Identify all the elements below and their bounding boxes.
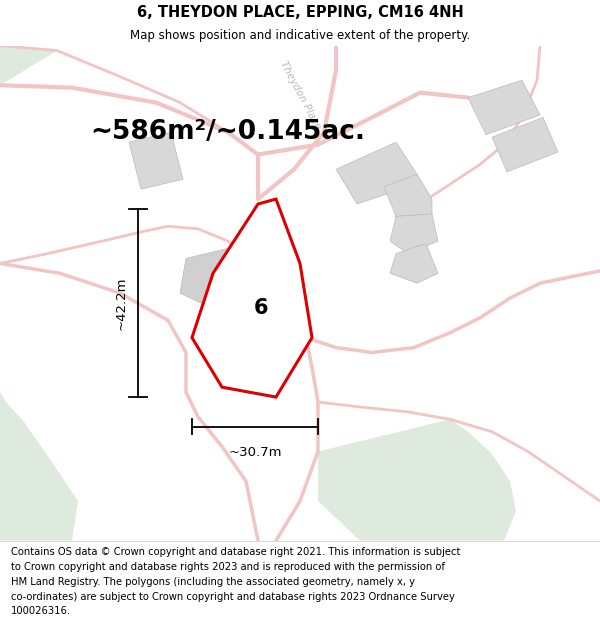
- Polygon shape: [390, 244, 438, 283]
- Polygon shape: [390, 214, 438, 254]
- Text: ~42.2m: ~42.2m: [114, 276, 127, 330]
- Polygon shape: [219, 293, 261, 330]
- Polygon shape: [180, 246, 252, 303]
- Polygon shape: [231, 321, 267, 350]
- Text: 100026316.: 100026316.: [11, 606, 71, 616]
- Text: co-ordinates) are subject to Crown copyright and database rights 2023 Ordnance S: co-ordinates) are subject to Crown copyr…: [11, 592, 455, 602]
- Polygon shape: [0, 392, 78, 541]
- Polygon shape: [468, 80, 540, 135]
- Polygon shape: [336, 142, 417, 204]
- Text: Map shows position and indicative extent of the property.: Map shows position and indicative extent…: [130, 29, 470, 42]
- Text: to Crown copyright and database rights 2023 and is reproduced with the permissio: to Crown copyright and database rights 2…: [11, 562, 445, 572]
- Polygon shape: [129, 132, 183, 189]
- Polygon shape: [0, 46, 57, 85]
- Polygon shape: [318, 419, 516, 541]
- Text: Theydon Place: Theydon Place: [278, 59, 322, 131]
- Text: ~30.7m: ~30.7m: [228, 446, 282, 459]
- Text: HM Land Registry. The polygons (including the associated geometry, namely x, y: HM Land Registry. The polygons (includin…: [11, 577, 415, 587]
- Polygon shape: [192, 199, 312, 397]
- Text: 6: 6: [254, 298, 268, 318]
- Polygon shape: [492, 118, 558, 172]
- Polygon shape: [384, 174, 432, 216]
- Text: ~586m²/~0.145ac.: ~586m²/~0.145ac.: [91, 119, 365, 145]
- Text: Contains OS data © Crown copyright and database right 2021. This information is : Contains OS data © Crown copyright and d…: [11, 548, 460, 558]
- Text: 6, THEYDON PLACE, EPPING, CM16 4NH: 6, THEYDON PLACE, EPPING, CM16 4NH: [137, 5, 463, 20]
